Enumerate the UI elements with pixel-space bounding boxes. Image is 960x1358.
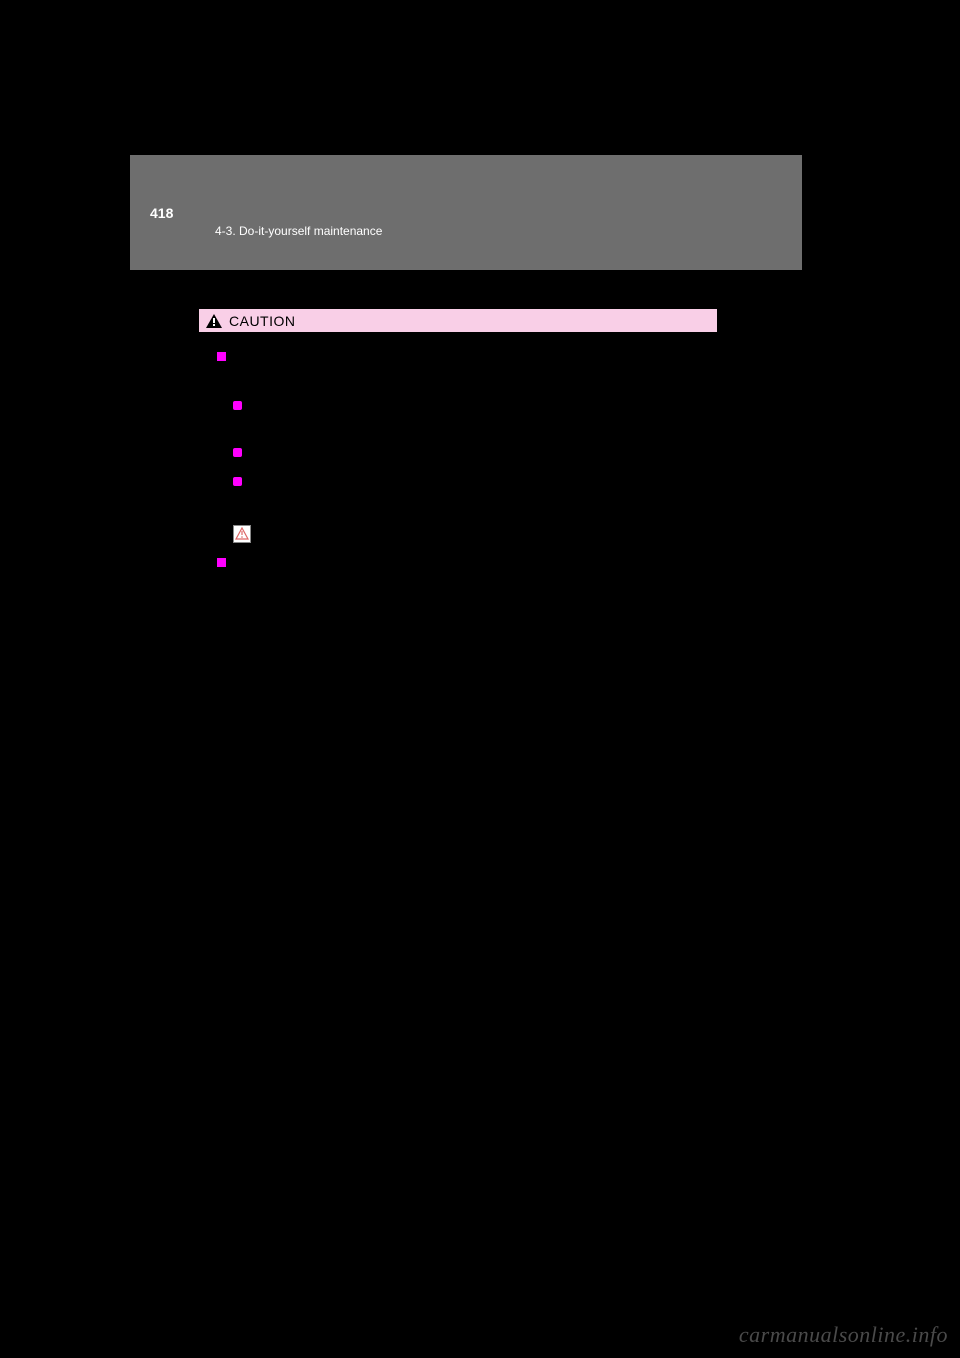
warning-triangle-icon <box>205 313 223 329</box>
caution-box: CAUTION When working on the engine compa… <box>198 308 718 591</box>
bullet-item-1: Make sure that the indicator on the engi… <box>231 398 699 435</box>
caution-header: CAUTION <box>199 309 717 333</box>
round-bullet-icon <box>233 448 242 457</box>
section-1-title: When working on the engine compartment <box>231 349 699 368</box>
square-bullet-icon <box>217 352 226 361</box>
bullet-2-text: Keep hands, clothing and tools away from… <box>249 447 672 461</box>
caution-section-2: When working on the engine compartment <box>217 555 699 574</box>
page-number: 418 <box>150 205 173 221</box>
breadcrumb: 4-3. Do-it-yourself maintenance <box>215 224 382 238</box>
bullet-1-text: Make sure that the indicator on the engi… <box>249 400 676 433</box>
section-1-intro: Observe the following precautions. Failu… <box>231 372 699 391</box>
round-bullet-icon <box>233 401 242 410</box>
bullet-item-2: Keep hands, clothing and tools away from… <box>231 445 699 464</box>
square-bullet-icon <box>217 558 226 567</box>
bullet-item-3: Be careful not to touch the engine, powe… <box>231 474 699 511</box>
bullet-list: Make sure that the indicator on the engi… <box>231 398 699 511</box>
warning-illustration-icon <box>233 525 251 543</box>
header-band <box>130 155 802 270</box>
section-2-title: When working on the engine compartment <box>231 555 699 574</box>
caution-section-1: When working on the engine compartment O… <box>217 349 699 547</box>
caution-title: CAUTION <box>229 313 296 329</box>
caution-body: When working on the engine compartment O… <box>199 333 717 590</box>
watermark: carmanualsonline.info <box>739 1322 948 1348</box>
bullet-3-text: Be careful not to touch the engine, powe… <box>249 476 677 509</box>
round-bullet-icon <box>233 477 242 486</box>
